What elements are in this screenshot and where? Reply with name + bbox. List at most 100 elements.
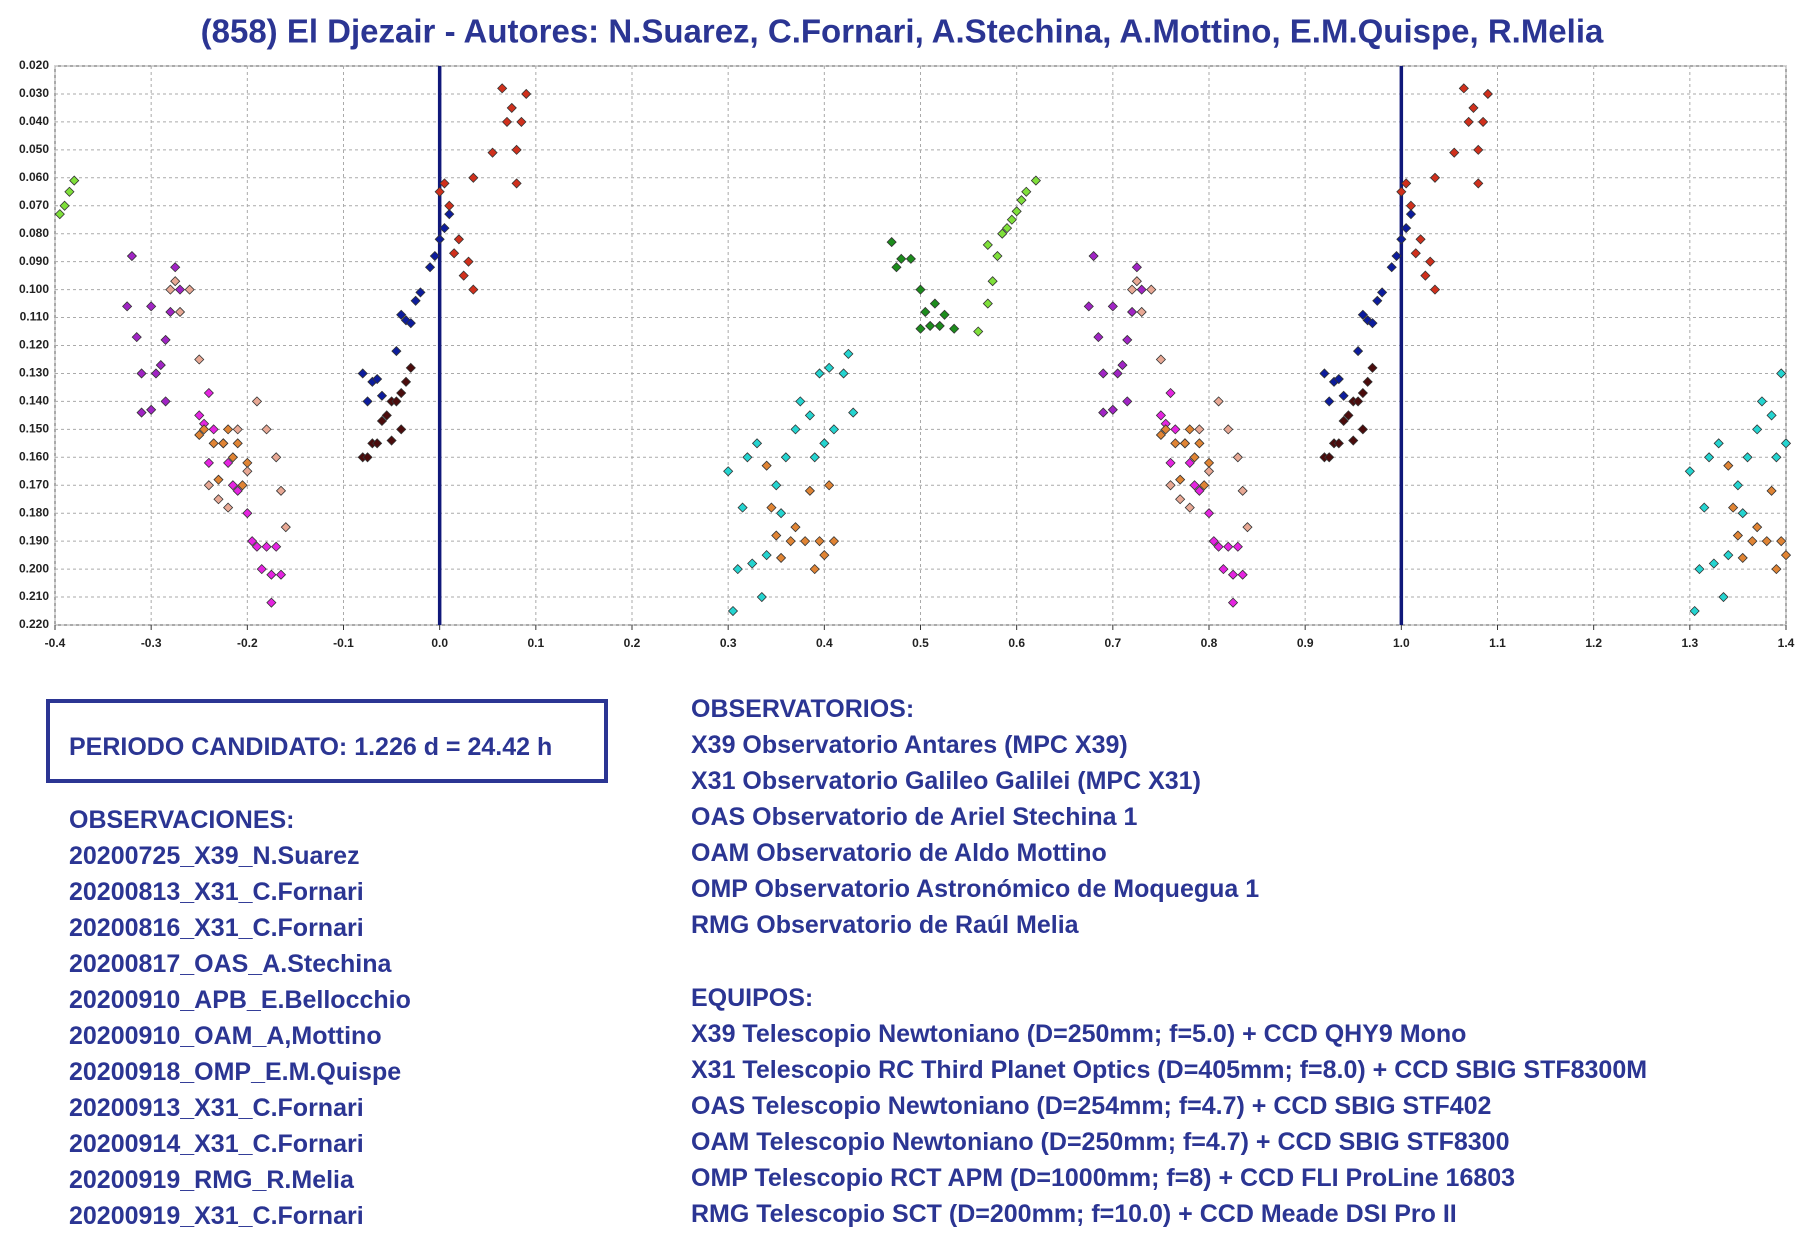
data-point bbox=[203, 457, 214, 468]
data-point bbox=[357, 368, 368, 379]
data-point bbox=[251, 541, 263, 552]
data-point bbox=[1232, 541, 1243, 552]
data-point bbox=[1136, 284, 1147, 295]
data-point bbox=[453, 234, 464, 245]
data-point bbox=[790, 522, 801, 533]
data-point bbox=[1218, 564, 1229, 575]
data-point bbox=[208, 424, 219, 435]
data-point bbox=[213, 494, 224, 505]
data-point bbox=[1704, 452, 1715, 463]
data-point bbox=[386, 435, 397, 446]
data-point bbox=[1117, 359, 1128, 371]
data-point bbox=[1213, 541, 1224, 552]
data-point bbox=[1458, 83, 1469, 94]
data-point bbox=[1747, 536, 1758, 547]
data-point bbox=[828, 536, 840, 547]
y-tick-label: 0.150 bbox=[19, 422, 49, 436]
data-point bbox=[261, 424, 272, 435]
data-point bbox=[170, 262, 181, 273]
list-item: 20200813_X31_C.Fornari bbox=[69, 878, 364, 906]
list-item: X31 Telescopio RC Third Planet Optics (D… bbox=[691, 1056, 1648, 1084]
data-point bbox=[463, 256, 474, 267]
data-point bbox=[814, 368, 825, 379]
x-tick-label: 1.1 bbox=[1489, 636, 1506, 650]
data-point bbox=[1482, 88, 1493, 100]
data-point bbox=[1357, 387, 1368, 399]
data-point bbox=[1203, 508, 1215, 519]
data-point bbox=[1208, 536, 1219, 547]
y-tick-label: 0.020 bbox=[19, 58, 49, 72]
data-point bbox=[1776, 368, 1787, 379]
data-point bbox=[391, 346, 402, 357]
data-point bbox=[1723, 550, 1734, 561]
data-point bbox=[761, 460, 772, 471]
data-point bbox=[232, 424, 243, 435]
data-point bbox=[1175, 474, 1186, 485]
x-tick-label: 1.2 bbox=[1585, 636, 1602, 650]
data-point bbox=[1165, 480, 1176, 491]
list-item: OAS Observatorio de Ariel Stechina 1 bbox=[691, 803, 1138, 831]
y-tick-label: 0.110 bbox=[20, 310, 50, 324]
data-point bbox=[1386, 262, 1397, 273]
y-tick-label: 0.080 bbox=[19, 226, 49, 240]
data-point bbox=[1098, 407, 1109, 418]
data-point bbox=[242, 508, 253, 519]
data-point bbox=[194, 410, 205, 421]
data-point bbox=[1088, 250, 1099, 262]
data-point bbox=[1728, 502, 1739, 513]
list-item: OMP Telescopio RCT APM (D=1000mm; f=8) +… bbox=[691, 1164, 1516, 1192]
data-point bbox=[1203, 466, 1215, 477]
data-point bbox=[819, 550, 830, 561]
data-point bbox=[251, 396, 263, 407]
data-point bbox=[232, 485, 243, 496]
data-point bbox=[1761, 536, 1772, 547]
data-point bbox=[1155, 429, 1166, 441]
data-point bbox=[1352, 396, 1364, 407]
data-point bbox=[1083, 301, 1094, 312]
data-point bbox=[987, 276, 998, 287]
data-point bbox=[1732, 530, 1743, 541]
data-point bbox=[487, 147, 498, 158]
data-point bbox=[146, 404, 157, 415]
data-point bbox=[160, 334, 171, 345]
data-point bbox=[146, 301, 157, 312]
data-point bbox=[266, 569, 277, 580]
x-tick-label: -0.2 bbox=[237, 636, 258, 650]
y-tick-label: 0.090 bbox=[19, 254, 49, 268]
data-point bbox=[886, 237, 897, 248]
list-item: X39 Observatorio Antares (MPC X39) bbox=[691, 731, 1128, 759]
data-point bbox=[790, 424, 801, 435]
data-point bbox=[444, 209, 455, 220]
data-point bbox=[410, 295, 421, 306]
data-point bbox=[1189, 480, 1200, 491]
data-point bbox=[780, 452, 791, 463]
data-point bbox=[1179, 438, 1191, 449]
data-point bbox=[434, 186, 445, 197]
data-point bbox=[814, 536, 825, 547]
data-point bbox=[775, 552, 787, 563]
data-point bbox=[1333, 438, 1344, 449]
data-point bbox=[1429, 172, 1441, 183]
data-point bbox=[203, 387, 214, 399]
data-point bbox=[848, 407, 859, 418]
data-point bbox=[1030, 175, 1041, 186]
data-point bbox=[1713, 438, 1724, 449]
data-point bbox=[362, 452, 373, 463]
y-tick-label: 0.180 bbox=[19, 505, 49, 519]
list-item: 20200910_OAM_A,Mottino bbox=[69, 1022, 382, 1050]
data-point bbox=[198, 424, 210, 435]
data-point bbox=[429, 250, 440, 262]
data-point bbox=[1319, 368, 1330, 379]
data-point bbox=[751, 438, 763, 449]
x-tick-label: 0.1 bbox=[527, 636, 544, 650]
data-point bbox=[1401, 223, 1412, 234]
data-point bbox=[165, 284, 176, 295]
data-point bbox=[824, 362, 835, 373]
data-point bbox=[1396, 234, 1407, 245]
data-point bbox=[1146, 284, 1157, 295]
data-point bbox=[1227, 597, 1239, 608]
data-point bbox=[1093, 332, 1104, 343]
data-point bbox=[1473, 144, 1484, 155]
list-item: OMP Observatorio Astronómico de Moquegua… bbox=[691, 875, 1260, 903]
data-point bbox=[275, 569, 287, 580]
